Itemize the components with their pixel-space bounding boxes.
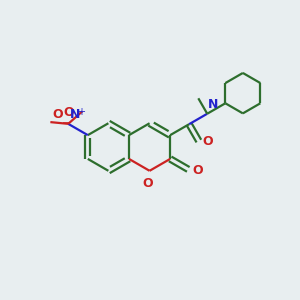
Text: O: O	[193, 164, 203, 177]
Text: −: −	[62, 118, 70, 128]
Text: O: O	[143, 177, 153, 190]
Text: O: O	[53, 108, 63, 121]
Text: N: N	[208, 98, 218, 111]
Text: +: +	[76, 107, 85, 117]
Text: O: O	[202, 135, 213, 148]
Text: O: O	[63, 106, 74, 119]
Text: N: N	[70, 108, 80, 121]
